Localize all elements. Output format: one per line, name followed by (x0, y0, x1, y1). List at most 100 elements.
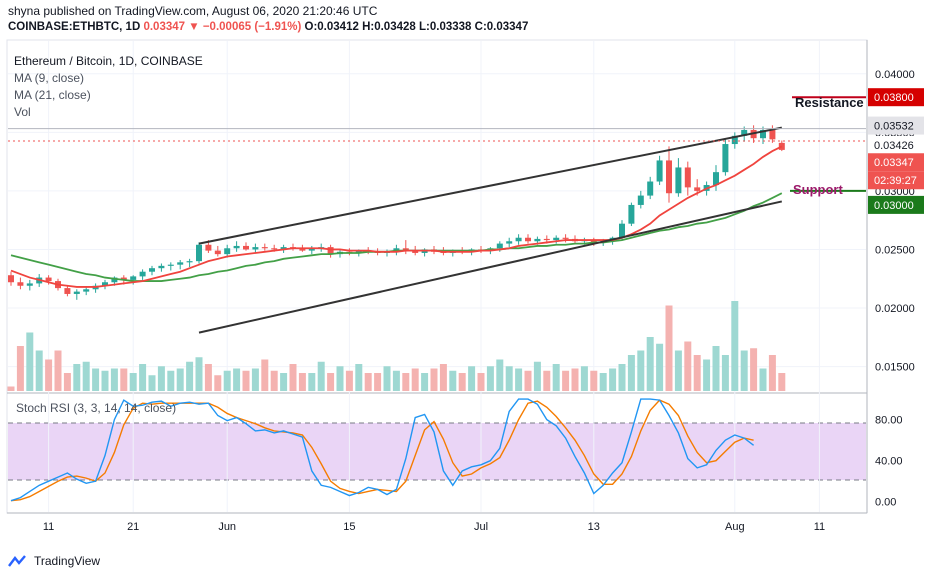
tradingview-footer[interactable]: TradingView (8, 554, 100, 568)
candle-body[interactable] (713, 172, 719, 186)
candle-body[interactable] (308, 248, 315, 251)
candle-body[interactable] (64, 288, 71, 294)
volume-bar (402, 373, 410, 391)
resistance-label: Resistance (795, 95, 864, 110)
volume-bar (45, 359, 53, 391)
candle-body[interactable] (684, 167, 691, 188)
candle-body[interactable] (694, 187, 701, 191)
candle-body[interactable] (102, 282, 108, 286)
symbol-name[interactable]: COINBASE:ETHBTC, 1D (8, 21, 141, 33)
candle-body[interactable] (299, 248, 306, 251)
countdown-badge-bg (868, 171, 924, 190)
candle-body[interactable] (8, 275, 14, 283)
volume-bar (458, 373, 466, 391)
candle-body[interactable] (280, 247, 287, 250)
candle-body[interactable] (656, 160, 663, 182)
legend-ma21[interactable]: MA (21, close) (14, 88, 91, 102)
candle-body[interactable] (402, 248, 409, 251)
candle-body[interactable] (590, 240, 597, 243)
candle-body[interactable] (261, 247, 268, 249)
volume-bar (73, 364, 81, 391)
candle-body[interactable] (741, 129, 748, 136)
legend-ma9[interactable]: MA (9, close) (14, 71, 85, 85)
candle-body[interactable] (515, 237, 522, 242)
candle-body[interactable] (111, 277, 118, 283)
candle-body[interactable] (26, 283, 33, 286)
candle-body[interactable] (628, 204, 635, 224)
candle-body[interactable] (149, 268, 155, 272)
candle-body[interactable] (73, 291, 80, 294)
volume-bar (552, 364, 560, 391)
candle-body[interactable] (778, 142, 785, 150)
candle-body[interactable] (506, 241, 513, 244)
volume-bar (129, 373, 137, 391)
candle-body[interactable] (534, 238, 541, 242)
time-tick-label: 13 (588, 521, 600, 533)
volume-bar (167, 370, 175, 391)
candle-body[interactable] (562, 237, 569, 239)
price-tick-label: 0.02000 (875, 303, 915, 315)
candle-body[interactable] (252, 247, 259, 250)
volume-bar (618, 364, 626, 391)
candle-body[interactable] (177, 262, 184, 265)
volume-bar (364, 373, 372, 391)
volume-bar (298, 373, 306, 391)
candle-body[interactable] (722, 144, 729, 173)
ma21-line (10, 192, 783, 282)
candle-body[interactable] (130, 276, 137, 280)
channel-upper-line[interactable] (198, 126, 782, 245)
candle-body[interactable] (731, 135, 738, 145)
volume-bar (768, 355, 776, 391)
candle-body[interactable] (637, 195, 644, 205)
legend-vol[interactable]: Vol (14, 105, 31, 119)
candle-body[interactable] (17, 282, 24, 286)
candle-body[interactable] (525, 237, 531, 242)
candle-body[interactable] (224, 248, 231, 255)
candle-body[interactable] (327, 247, 334, 255)
support-badge: 0.03000 (874, 200, 914, 212)
candle-body[interactable] (167, 264, 174, 266)
volume-bar (120, 368, 128, 391)
candle-body[interactable] (233, 245, 240, 249)
volume-bar (599, 373, 607, 391)
candle-body[interactable] (619, 223, 625, 238)
price-tick-label: 0.01500 (875, 362, 915, 374)
candle-body[interactable] (412, 250, 419, 253)
candle-body[interactable] (196, 244, 202, 262)
candle-body[interactable] (496, 243, 503, 249)
candle-body[interactable] (158, 265, 165, 269)
volume-bar (16, 346, 24, 391)
candle-body[interactable] (553, 237, 560, 241)
candle-body[interactable] (543, 238, 550, 241)
candle-body[interactable] (769, 129, 776, 140)
volume-bar (186, 361, 194, 391)
candle-body[interactable] (139, 271, 146, 277)
price-tick-label: 0.02500 (875, 244, 915, 256)
volume-bar (110, 368, 118, 391)
candle-body[interactable] (355, 250, 362, 253)
volume-bar (515, 368, 523, 391)
volume-bar (82, 361, 90, 391)
time-tick-label: 11 (814, 521, 825, 533)
volume-bar (242, 370, 250, 391)
candle-body[interactable] (214, 250, 221, 255)
time-tick-label: Jun (218, 521, 236, 533)
tradingview-logo-icon (8, 555, 26, 567)
candle-body[interactable] (186, 261, 193, 263)
candle-body[interactable] (647, 181, 654, 196)
candle-body[interactable] (120, 277, 127, 280)
candle-body[interactable] (45, 277, 52, 282)
candle-body[interactable] (760, 129, 766, 139)
candle-body[interactable] (271, 248, 278, 250)
channel-lower-line[interactable] (198, 200, 783, 334)
time-tick-label: Jul (474, 521, 488, 533)
candle-body[interactable] (675, 167, 682, 194)
volume-bar (54, 350, 62, 391)
candle-body[interactable] (83, 289, 90, 292)
candle-body[interactable] (205, 244, 212, 251)
candle-body[interactable] (666, 160, 672, 194)
volume-bar (674, 350, 682, 391)
candle-body[interactable] (243, 245, 249, 250)
volume-bar (533, 361, 541, 391)
